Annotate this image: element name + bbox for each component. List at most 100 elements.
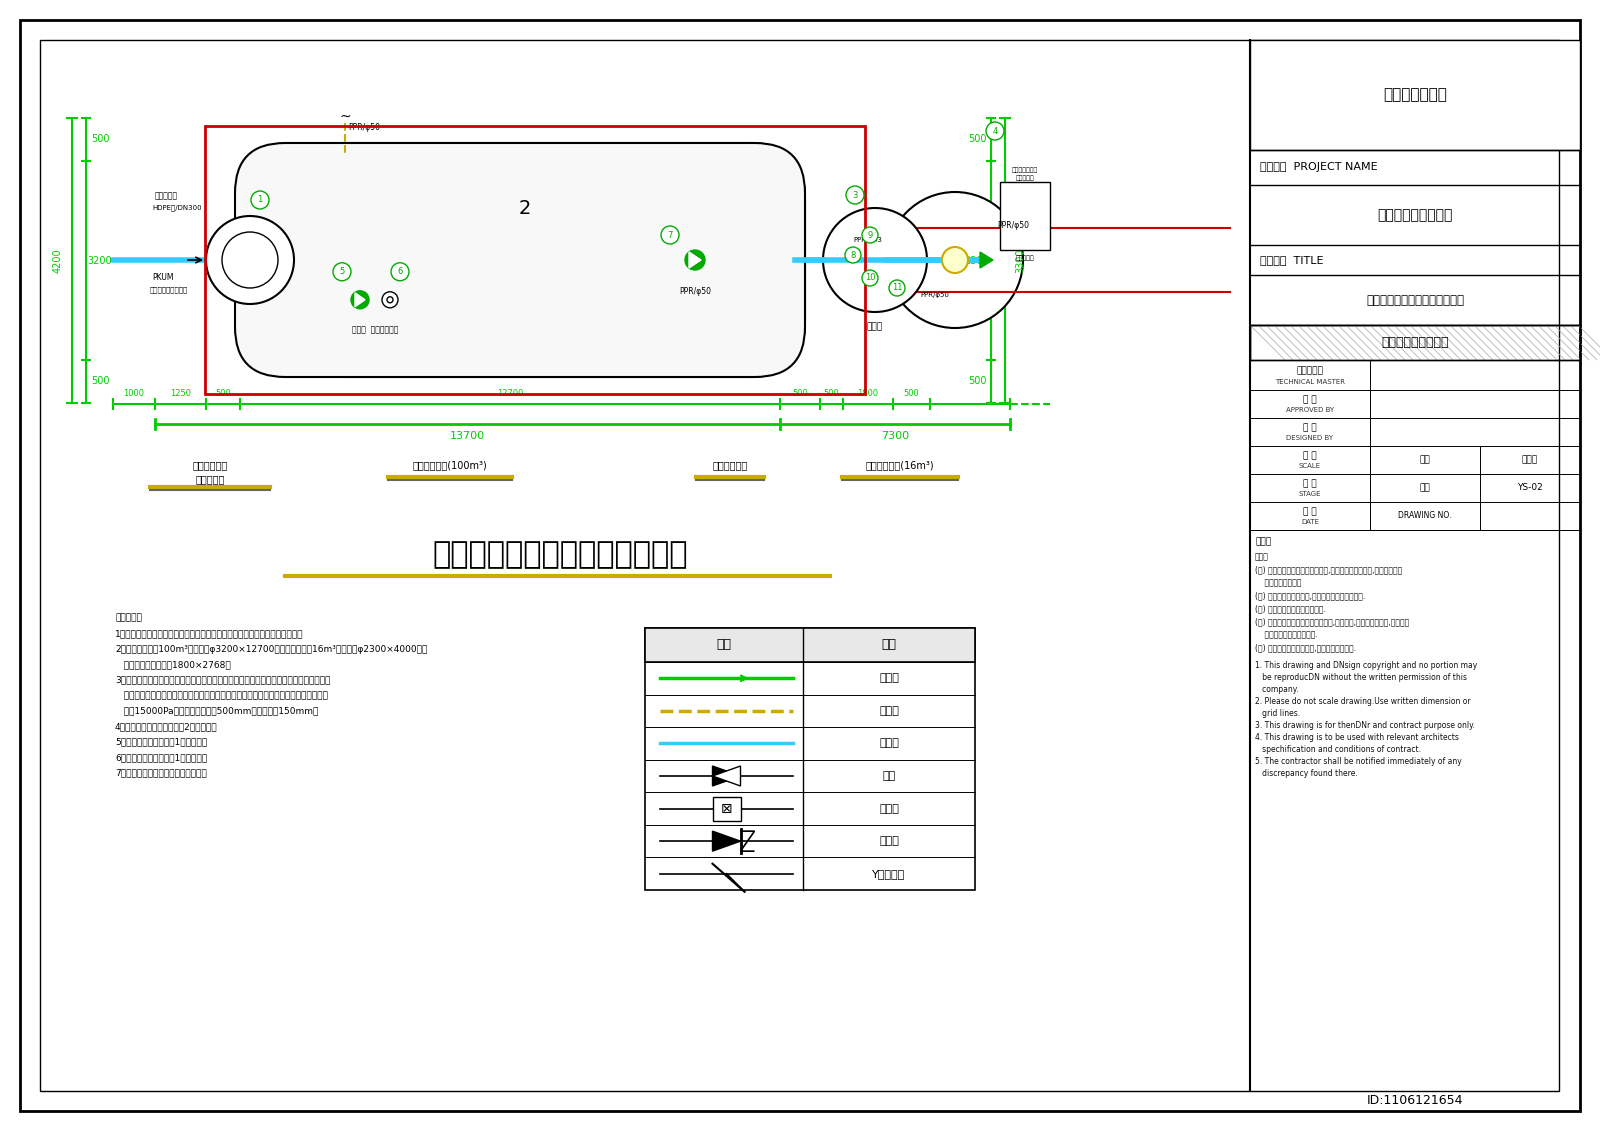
Text: ~: ~ xyxy=(339,110,350,124)
Text: 500: 500 xyxy=(824,389,840,398)
Text: 名称: 名称 xyxy=(882,639,896,651)
Circle shape xyxy=(333,262,350,280)
Text: discrepancy found there.: discrepancy found there. xyxy=(1254,769,1358,778)
Text: 雨水回收与利用项目: 雨水回收与利用项目 xyxy=(1378,208,1453,222)
Text: 雨水收集与利用系统平面布置图: 雨水收集与利用系统平面布置图 xyxy=(432,541,688,570)
Circle shape xyxy=(942,247,968,273)
Text: 玻璃钢蓄水池(100m³): 玻璃钢蓄水池(100m³) xyxy=(413,460,488,470)
Text: spechification and conditions of contract.: spechification and conditions of contrac… xyxy=(1254,745,1421,754)
Text: 1. This drawing and DNsign copyright and no portion may: 1. This drawing and DNsign copyright and… xyxy=(1254,662,1477,671)
Text: 4200: 4200 xyxy=(53,248,62,273)
Text: 璃钢设备间，尺寸为1800×2768；: 璃钢设备间，尺寸为1800×2768； xyxy=(115,661,230,670)
Text: 雨水收集与利用系统: 雨水收集与利用系统 xyxy=(1381,336,1448,348)
Text: 3: 3 xyxy=(853,190,858,199)
Polygon shape xyxy=(712,831,741,852)
Text: HDPE管/DN300: HDPE管/DN300 xyxy=(152,205,202,211)
Text: 一体化设备: 一体化设备 xyxy=(195,474,224,484)
Text: 12700: 12700 xyxy=(498,389,523,398)
Circle shape xyxy=(845,247,861,264)
Text: 丙纶接管下温雨水井: 丙纶接管下温雨水井 xyxy=(150,286,189,293)
Text: 比 例: 比 例 xyxy=(1302,451,1317,460)
Bar xyxy=(1250,325,1581,360)
Text: 日 期: 日 期 xyxy=(1302,508,1317,516)
Text: 潜泥泵  射流曝气装置: 潜泥泵 射流曝气装置 xyxy=(352,326,398,335)
Bar xyxy=(645,628,974,662)
Text: 项目名称  PROJECT NAME: 项目名称 PROJECT NAME xyxy=(1261,162,1378,172)
Bar xyxy=(712,796,741,821)
Text: 玻璃钢设备间: 玻璃钢设备间 xyxy=(712,460,747,470)
Text: 4、玻璃钢蓄水蓄水池：设置2个检修口；: 4、玻璃钢蓄水蓄水池：设置2个检修口； xyxy=(115,722,218,731)
Polygon shape xyxy=(979,252,994,268)
Polygon shape xyxy=(712,766,741,786)
Bar xyxy=(1250,40,1581,150)
Text: (四) 使用此图时应同时参照建筑图则,结构图则,及其它有关图则,施工说明: (四) 使用此图时应同时参照建筑图则,结构图则,及其它有关图则,施工说明 xyxy=(1254,618,1410,627)
Text: 注意：: 注意： xyxy=(1254,553,1269,561)
Polygon shape xyxy=(690,252,701,268)
Circle shape xyxy=(986,122,1005,140)
Circle shape xyxy=(206,216,294,304)
Polygon shape xyxy=(355,293,365,307)
Text: 2、蓄水池容积为100m³，尺寸为φ3200×12700，清水池容积为16m³，尺寸为φ2300×4000，玻: 2、蓄水池容积为100m³，尺寸为φ3200×12700，清水池容积为16m³，… xyxy=(115,645,427,654)
Circle shape xyxy=(846,185,864,204)
Text: DESIGNED BY: DESIGNED BY xyxy=(1286,435,1333,441)
Text: PKUM: PKUM xyxy=(152,274,173,283)
Text: 及合约内列明的各项条件.: 及合约内列明的各项条件. xyxy=(1254,630,1318,639)
Text: 截污弃流过滤: 截污弃流过滤 xyxy=(192,460,227,470)
Polygon shape xyxy=(712,766,741,786)
Circle shape xyxy=(685,250,706,270)
Text: (一) 此设计图著作权由本公司所有,非得本公司书面批准,任何部份不得: (一) 此设计图著作权由本公司所有,非得本公司书面批准,任何部份不得 xyxy=(1254,566,1402,575)
Text: (五) 基准商如发现有疑问处,应立即通知本公司.: (五) 基准商如发现有疑问处,应立即通知本公司. xyxy=(1254,644,1357,653)
Text: company.: company. xyxy=(1254,685,1299,694)
Circle shape xyxy=(890,280,906,296)
Circle shape xyxy=(222,232,278,288)
Text: 500: 500 xyxy=(792,389,808,398)
Text: 电磁阀: 电磁阀 xyxy=(878,803,899,813)
Text: 7300: 7300 xyxy=(882,431,909,441)
Text: STAGE: STAGE xyxy=(1299,491,1322,498)
Text: 污水管: 污水管 xyxy=(878,706,899,716)
Text: 5: 5 xyxy=(339,267,344,276)
Text: DATE: DATE xyxy=(1301,519,1318,525)
Text: 小型断路化用水: 小型断路化用水 xyxy=(1011,167,1038,173)
Text: 1000: 1000 xyxy=(123,389,144,398)
Text: 3300: 3300 xyxy=(1014,248,1026,273)
Text: 500: 500 xyxy=(904,389,920,398)
Text: 自来水补给: 自来水补给 xyxy=(1016,175,1034,181)
Text: 11: 11 xyxy=(891,284,902,293)
Text: 审 核: 审 核 xyxy=(1302,396,1317,404)
Text: 球阀: 球阀 xyxy=(882,771,896,782)
Text: 3200: 3200 xyxy=(88,256,112,266)
Text: PPR/φ50: PPR/φ50 xyxy=(678,287,710,296)
Text: TECHNICAL MASTER: TECHNICAL MASTER xyxy=(1275,379,1346,385)
Text: 3、本系统的雨水收集蓄水池、清水池，设备间均采用玻璃钢材质，均由筒体和封头组成，: 3、本系统的雨水收集蓄水池、清水池，设备间均采用玻璃钢材质，均由筒体和封头组成， xyxy=(115,675,330,684)
Text: 给水管: 给水管 xyxy=(878,673,899,683)
Text: 图例: 图例 xyxy=(717,639,731,651)
Text: 设 计: 设 计 xyxy=(1302,423,1317,432)
Text: PPR/φ50: PPR/φ50 xyxy=(349,123,381,132)
Text: PPR/φ43: PPR/φ43 xyxy=(853,238,882,243)
Bar xyxy=(1000,182,1050,250)
Text: 雨水收集与利用系统平面布置图: 雨水收集与利用系统平面布置图 xyxy=(1366,294,1464,307)
Text: 9: 9 xyxy=(867,231,872,240)
Text: 500: 500 xyxy=(91,377,109,387)
Text: 6、玻璃钢清水池：设置1个检修口；: 6、玻璃钢清水池：设置1个检修口； xyxy=(115,753,206,762)
Text: 500: 500 xyxy=(214,389,230,398)
Text: PPR/φ50: PPR/φ50 xyxy=(920,292,949,297)
Circle shape xyxy=(661,226,678,244)
Text: 10: 10 xyxy=(864,274,875,283)
Circle shape xyxy=(822,208,926,312)
Text: ⊠: ⊠ xyxy=(720,802,733,815)
Text: 玻璃钢清水池(16m³): 玻璃钢清水池(16m³) xyxy=(866,460,934,470)
Text: 7、系统全部采用地埋式的施工方案。: 7、系统全部采用地埋式的施工方案。 xyxy=(115,768,206,777)
Text: 需依采用和筒体的一次性缠绕工艺生产，封头由不饱和树脂灌入模具中成型，池体刚度: 需依采用和筒体的一次性缠绕工艺生产，封头由不饱和树脂灌入模具中成型，池体刚度 xyxy=(115,691,328,700)
Text: 8: 8 xyxy=(850,250,856,259)
Text: 500: 500 xyxy=(968,377,986,387)
Text: 6: 6 xyxy=(397,267,403,276)
Circle shape xyxy=(382,292,398,308)
Circle shape xyxy=(350,291,370,309)
Text: 4: 4 xyxy=(992,127,998,136)
Text: 1: 1 xyxy=(258,196,262,205)
Text: 2. Please do not scale drawing.Use written dimension or: 2. Please do not scale drawing.Use writt… xyxy=(1254,698,1470,707)
Text: 1250: 1250 xyxy=(170,389,190,398)
Text: 专业负责人: 专业负责人 xyxy=(1296,366,1323,375)
